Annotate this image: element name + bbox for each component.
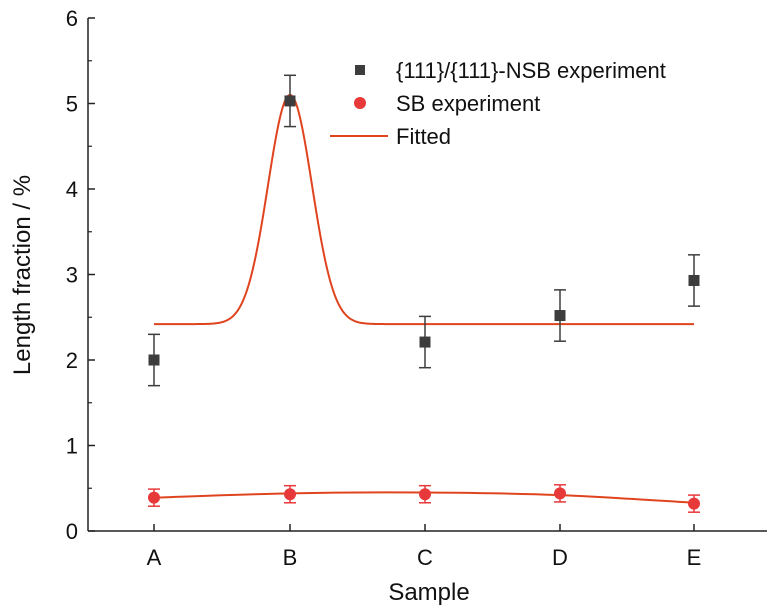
fitted-curves	[153, 93, 695, 504]
legend-label-fitted: Fitted	[396, 124, 451, 149]
legend-circle-marker	[354, 97, 366, 109]
y-tick-label: 2	[66, 348, 78, 373]
nsb-data-point	[284, 74, 296, 128]
circle-marker	[688, 497, 700, 510]
nsb-data-point	[688, 254, 700, 307]
x-axis-title: Sample	[388, 579, 469, 606]
legend-label-sb: SB experiment	[396, 91, 540, 116]
nsb-data-point	[419, 315, 431, 369]
sb-data-point	[554, 484, 566, 503]
sb-data-point	[148, 488, 160, 507]
nsb-data-point	[148, 333, 160, 387]
sb-data-point	[284, 484, 296, 504]
sb-data-point	[419, 484, 431, 504]
nsb-fit-curve	[154, 93, 694, 326]
y-tick-label: 1	[66, 434, 78, 459]
circle-marker	[284, 488, 296, 501]
square-marker	[419, 336, 431, 348]
circle-marker	[554, 487, 566, 500]
square-marker	[554, 310, 566, 322]
y-axis-title: Length fraction / %	[9, 175, 36, 375]
x-tick-label: D	[552, 545, 568, 570]
y-tick-label: 0	[66, 519, 78, 544]
circle-marker	[419, 488, 431, 501]
x-tick-label: E	[687, 545, 702, 570]
sb-data-point	[688, 494, 700, 513]
square-marker	[148, 354, 160, 366]
y-tick-label: 3	[66, 263, 78, 288]
y-tick-label: 5	[66, 92, 78, 117]
y-tick-label: 6	[66, 6, 78, 31]
nsb-data-point	[554, 289, 566, 342]
legend-label-nsb: {111}/{111}-NSB experiment	[396, 58, 666, 83]
data-points	[148, 74, 700, 513]
axes: 0 1 2 3 4 5 6 A B C D E	[66, 6, 767, 570]
x-tick-label: B	[283, 545, 298, 570]
legend: {111}/{111}-NSB experiment SB experiment F…	[330, 58, 666, 149]
y-tick-label: 4	[66, 177, 78, 202]
x-tick-label: C	[417, 545, 433, 570]
legend-square-marker	[355, 65, 365, 75]
circle-marker	[148, 491, 160, 504]
square-marker	[688, 274, 700, 286]
square-marker	[284, 95, 296, 107]
x-tick-label: A	[147, 545, 162, 570]
